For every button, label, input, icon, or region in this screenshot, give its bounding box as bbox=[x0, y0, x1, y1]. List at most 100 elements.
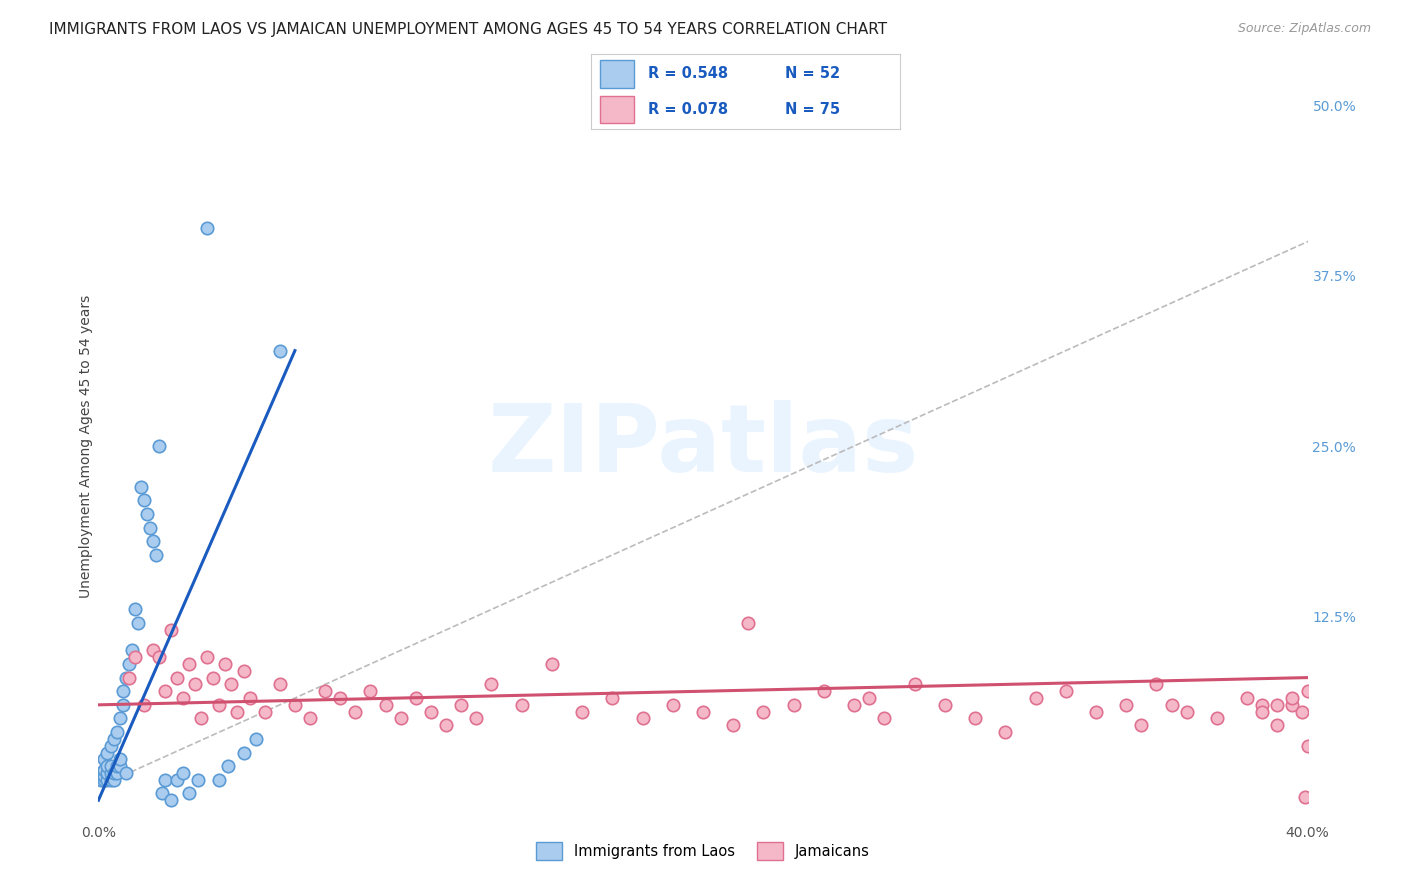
Jamaicans bbox=[844, 698, 866, 712]
Jamaicans bbox=[1267, 698, 1289, 712]
Immigrants from Laos bbox=[103, 731, 125, 746]
Jamaicans bbox=[873, 711, 896, 725]
Immigrants from Laos bbox=[139, 521, 162, 535]
Jamaicans bbox=[118, 671, 141, 685]
Immigrants from Laos bbox=[96, 759, 118, 773]
Jamaicans bbox=[602, 691, 624, 706]
Immigrants from Laos bbox=[96, 772, 118, 787]
Immigrants from Laos bbox=[105, 759, 128, 773]
Immigrants from Laos bbox=[160, 793, 183, 807]
Immigrants from Laos bbox=[129, 480, 152, 494]
Jamaicans bbox=[783, 698, 806, 712]
Jamaicans bbox=[1281, 698, 1303, 712]
Text: N = 75: N = 75 bbox=[786, 102, 841, 117]
Immigrants from Laos bbox=[103, 766, 125, 780]
Jamaicans bbox=[124, 650, 146, 665]
Jamaicans bbox=[269, 677, 291, 691]
Jamaicans bbox=[1054, 684, 1077, 698]
Immigrants from Laos bbox=[111, 684, 134, 698]
Immigrants from Laos bbox=[187, 772, 209, 787]
Immigrants from Laos bbox=[132, 493, 155, 508]
Text: Source: ZipAtlas.com: Source: ZipAtlas.com bbox=[1237, 22, 1371, 36]
Jamaicans bbox=[1206, 711, 1229, 725]
Text: N = 52: N = 52 bbox=[786, 67, 841, 81]
Jamaicans bbox=[179, 657, 201, 671]
Immigrants from Laos bbox=[127, 616, 149, 631]
Jamaicans bbox=[1160, 698, 1182, 712]
Jamaicans bbox=[208, 698, 231, 712]
Immigrants from Laos bbox=[103, 772, 125, 787]
Immigrants from Laos bbox=[153, 772, 176, 787]
Immigrants from Laos bbox=[245, 731, 267, 746]
Jamaicans bbox=[858, 691, 880, 706]
Jamaicans bbox=[420, 705, 443, 719]
Legend: Immigrants from Laos, Jamaicans: Immigrants from Laos, Jamaicans bbox=[530, 837, 876, 866]
Immigrants from Laos bbox=[96, 766, 118, 780]
Jamaicans bbox=[934, 698, 956, 712]
Immigrants from Laos bbox=[93, 772, 115, 787]
Jamaicans bbox=[184, 677, 207, 691]
Y-axis label: Unemployment Among Ages 45 to 54 years: Unemployment Among Ages 45 to 54 years bbox=[79, 294, 93, 598]
Immigrants from Laos bbox=[208, 772, 231, 787]
Jamaicans bbox=[405, 691, 427, 706]
Jamaicans bbox=[232, 664, 254, 678]
Immigrants from Laos bbox=[179, 786, 201, 800]
Immigrants from Laos bbox=[100, 739, 122, 753]
Jamaicans bbox=[1294, 790, 1316, 805]
Jamaicans bbox=[299, 711, 322, 725]
Jamaicans bbox=[510, 698, 533, 712]
Jamaicans bbox=[239, 691, 262, 706]
Jamaicans bbox=[195, 650, 218, 665]
Immigrants from Laos bbox=[166, 772, 188, 787]
Jamaicans bbox=[540, 657, 562, 671]
Jamaicans bbox=[571, 705, 593, 719]
Immigrants from Laos bbox=[145, 548, 167, 562]
Jamaicans bbox=[1296, 739, 1319, 753]
Jamaicans bbox=[1267, 718, 1289, 732]
Jamaicans bbox=[142, 643, 165, 657]
Immigrants from Laos bbox=[108, 752, 131, 766]
Immigrants from Laos bbox=[269, 343, 291, 358]
Jamaicans bbox=[481, 677, 503, 691]
Jamaicans bbox=[253, 705, 276, 719]
Jamaicans bbox=[465, 711, 488, 725]
Jamaicans bbox=[374, 698, 396, 712]
Jamaicans bbox=[172, 691, 194, 706]
Jamaicans bbox=[160, 623, 183, 637]
Immigrants from Laos bbox=[114, 766, 136, 780]
Jamaicans bbox=[226, 705, 249, 719]
Jamaicans bbox=[1291, 705, 1313, 719]
Jamaicans bbox=[166, 671, 188, 685]
Jamaicans bbox=[202, 671, 225, 685]
Jamaicans bbox=[737, 616, 759, 631]
Immigrants from Laos bbox=[90, 766, 112, 780]
Jamaicans bbox=[965, 711, 987, 725]
Jamaicans bbox=[221, 677, 243, 691]
Jamaicans bbox=[1085, 705, 1108, 719]
Text: ZIPatlas: ZIPatlas bbox=[488, 400, 918, 492]
Jamaicans bbox=[1130, 718, 1153, 732]
Jamaicans bbox=[723, 718, 745, 732]
Immigrants from Laos bbox=[124, 602, 146, 616]
Immigrants from Laos bbox=[217, 759, 239, 773]
Immigrants from Laos bbox=[135, 507, 157, 521]
FancyBboxPatch shape bbox=[600, 96, 634, 123]
Text: R = 0.078: R = 0.078 bbox=[648, 102, 728, 117]
Jamaicans bbox=[153, 684, 176, 698]
Jamaicans bbox=[1144, 677, 1167, 691]
Jamaicans bbox=[904, 677, 927, 691]
Jamaicans bbox=[631, 711, 654, 725]
Jamaicans bbox=[284, 698, 307, 712]
Immigrants from Laos bbox=[100, 772, 122, 787]
Jamaicans bbox=[1024, 691, 1046, 706]
Jamaicans bbox=[994, 725, 1017, 739]
Jamaicans bbox=[1175, 705, 1198, 719]
Jamaicans bbox=[692, 705, 714, 719]
Immigrants from Laos bbox=[195, 221, 218, 235]
Immigrants from Laos bbox=[232, 746, 254, 760]
Immigrants from Laos bbox=[100, 759, 122, 773]
Jamaicans bbox=[190, 711, 212, 725]
Immigrants from Laos bbox=[111, 698, 134, 712]
Jamaicans bbox=[1251, 705, 1274, 719]
Immigrants from Laos bbox=[121, 643, 143, 657]
